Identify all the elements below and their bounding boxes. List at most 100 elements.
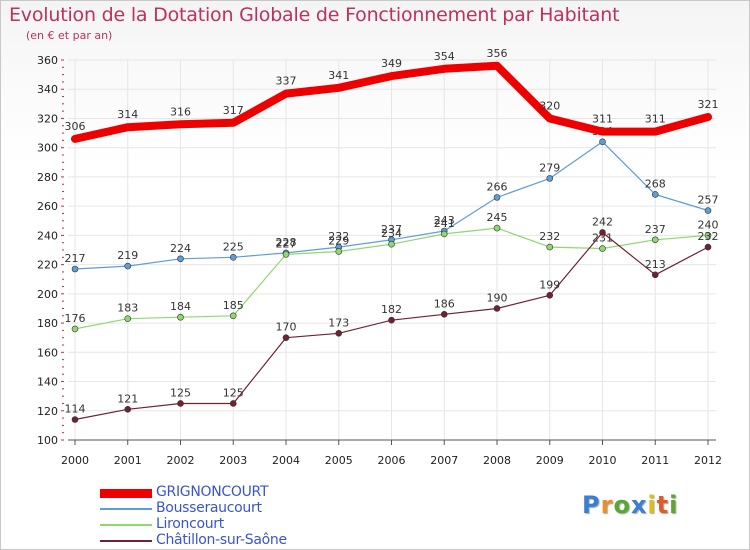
data-point [651, 191, 659, 198]
series-line-0 [71, 61, 712, 143]
x-tick-label: 2009 [536, 454, 564, 467]
y-minor-tick [62, 125, 64, 127]
y-minor-tick [62, 359, 64, 361]
y-tick-label: 340 [37, 83, 58, 96]
data-label: 225 [223, 240, 244, 253]
data-label: 320 [539, 99, 560, 112]
data-point [282, 334, 290, 341]
data-label: 114 [65, 403, 86, 416]
y-minor-tick [62, 417, 64, 419]
y-tick-label: 360 [37, 54, 58, 67]
data-point [493, 194, 501, 201]
data-label: 268 [645, 177, 666, 190]
y-minor-tick [62, 432, 64, 434]
data-label: 311 [592, 113, 613, 126]
data-label: 245 [487, 211, 508, 224]
y-tick-label: 220 [37, 259, 58, 272]
y-major-tick [61, 234, 64, 236]
y-minor-tick [62, 395, 64, 397]
y-minor-tick [62, 256, 64, 258]
data-label: 317 [223, 104, 244, 117]
y-major-tick [61, 117, 64, 119]
y-minor-tick [62, 74, 64, 76]
data-point [71, 325, 79, 333]
data-label: 121 [117, 392, 138, 405]
y-minor-tick [62, 373, 64, 375]
y-tick-label: 100 [37, 434, 58, 447]
x-tick-label: 2008 [483, 454, 511, 467]
data-label: 349 [381, 57, 402, 70]
data-point [546, 292, 554, 299]
logo-letter: r [600, 491, 614, 519]
data-label: 234 [381, 227, 402, 240]
legend-item: Bousseraucourt [100, 500, 360, 517]
y-tick-label: 320 [37, 112, 58, 125]
data-label: 341 [328, 69, 349, 82]
x-tick-label: 2002 [167, 454, 195, 467]
data-label: 266 [487, 180, 508, 193]
data-point [229, 400, 237, 407]
y-minor-tick [62, 169, 64, 171]
y-minor-tick [62, 220, 64, 222]
y-tick-label: 280 [37, 171, 58, 184]
data-point [71, 416, 79, 423]
data-label: 183 [117, 302, 138, 315]
y-minor-tick [62, 227, 64, 229]
data-point [335, 330, 343, 337]
data-label: 354 [434, 50, 455, 63]
data-point [493, 305, 501, 312]
y-major-tick [61, 439, 64, 441]
legend-swatch [100, 508, 152, 510]
data-point [177, 400, 184, 407]
data-label: 227 [276, 237, 297, 250]
y-tick-label: 300 [37, 142, 58, 155]
data-point [177, 313, 184, 321]
x-tick-label: 2004 [272, 454, 300, 467]
data-point [546, 175, 554, 182]
data-label: 337 [276, 75, 297, 88]
y-major-tick [61, 147, 64, 149]
data-label: 314 [117, 108, 138, 121]
x-tick-label: 2011 [641, 454, 669, 467]
y-minor-tick [62, 286, 64, 288]
data-label: 199 [539, 278, 560, 291]
data-label: 321 [698, 98, 719, 111]
legend-swatch [100, 524, 152, 526]
logo-letter: i [647, 491, 657, 519]
data-label: 184 [170, 300, 191, 313]
data-label: 176 [65, 312, 86, 325]
data-point [546, 243, 554, 251]
data-label: 237 [381, 223, 402, 236]
data-point [335, 248, 343, 255]
y-minor-tick [62, 139, 64, 141]
y-minor-tick [62, 183, 64, 185]
y-minor-tick [62, 424, 64, 426]
data-label: 279 [539, 161, 560, 174]
y-minor-tick [62, 66, 64, 68]
legend-swatch [100, 488, 152, 498]
data-point [704, 207, 712, 214]
y-minor-tick [62, 307, 64, 309]
y-minor-tick [62, 212, 64, 214]
x-tick-label: 2007 [430, 454, 458, 467]
x-tick-label: 2010 [589, 454, 617, 467]
y-major-tick [61, 205, 64, 207]
chart-title: Evolution de la Dotation Globale de Fonc… [9, 4, 620, 26]
y-major-tick [61, 264, 64, 266]
data-label: 356 [487, 47, 508, 60]
data-point [440, 230, 448, 238]
legend-swatch [100, 540, 152, 542]
y-minor-tick [62, 366, 64, 368]
y-minor-tick [62, 388, 64, 390]
data-label: 242 [592, 215, 613, 228]
y-minor-tick [62, 344, 64, 346]
logo-letter: i [669, 491, 679, 519]
y-minor-tick [62, 161, 64, 163]
x-tick-label: 2001 [114, 454, 142, 467]
y-minor-tick [62, 271, 64, 273]
y-minor-tick [62, 278, 64, 280]
legend-label: GRIGNONCOURT [156, 484, 269, 500]
data-label: 232 [539, 230, 560, 243]
